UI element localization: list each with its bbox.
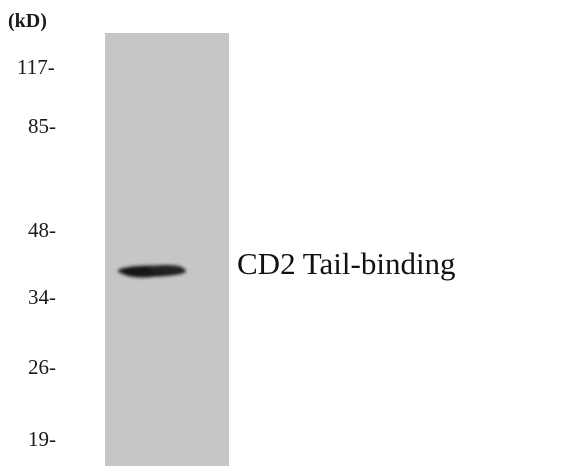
marker-label-34: 34- bbox=[28, 285, 56, 309]
marker-label-19: 19- bbox=[28, 427, 56, 451]
marker-label-85: 85- bbox=[28, 114, 56, 138]
marker-label-48: 48- bbox=[28, 218, 56, 242]
marker-label-117: 117- bbox=[17, 55, 55, 79]
unit-label: (kD) bbox=[8, 10, 47, 32]
gel-lane bbox=[105, 33, 229, 466]
marker-label-26: 26- bbox=[28, 355, 56, 379]
protein-band bbox=[118, 265, 186, 278]
protein-label: CD2 Tail-binding bbox=[237, 246, 456, 281]
